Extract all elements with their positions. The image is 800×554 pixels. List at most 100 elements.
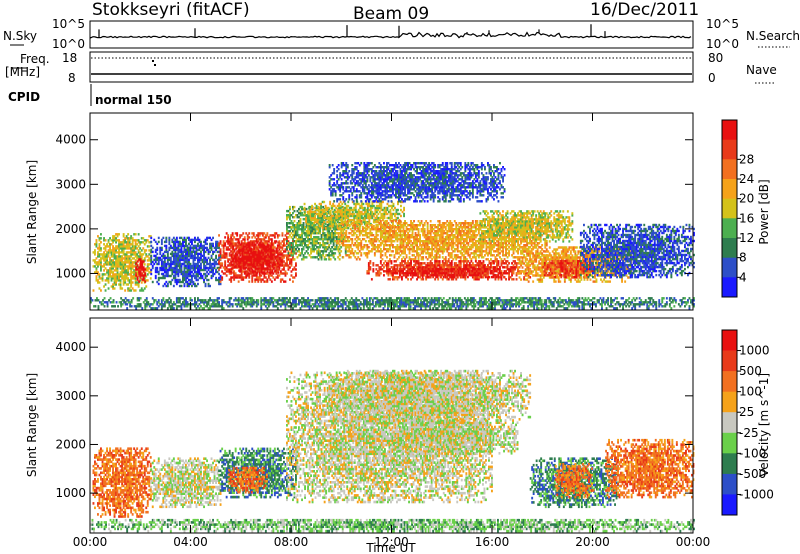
heatmap-cell [366, 216, 369, 220]
heatmap-cell [146, 255, 149, 258]
heatmap-cell [113, 283, 116, 286]
heatmap-cell [286, 240, 288, 243]
heatmap-cell [305, 244, 308, 247]
heatmap-cell [310, 205, 312, 209]
heatmap-cell [100, 249, 102, 252]
heatmap-cell [94, 259, 96, 262]
heatmap-cell [289, 266, 291, 269]
heatmap-cell [186, 256, 189, 260]
heatmap-cell [171, 250, 174, 254]
heatmap-cell [449, 200, 452, 203]
heatmap-cell [378, 188, 381, 191]
heatmap-cell [157, 276, 160, 280]
heatmap-cell [247, 241, 250, 244]
heatmap-cell [432, 162, 435, 165]
heatmap-cell [269, 249, 272, 252]
heatmap-cell [189, 268, 192, 272]
heatmap-cell [262, 249, 265, 252]
heatmap-cell [368, 204, 371, 208]
heatmap-cell [396, 180, 399, 183]
heatmap-cell [295, 268, 297, 271]
heatmap-cell [237, 276, 240, 279]
heatmap-cell [109, 243, 111, 246]
heatmap-cell [154, 276, 157, 280]
heatmap-cell [103, 265, 105, 268]
heatmap-cell [318, 206, 321, 210]
heatmap-cell [242, 255, 245, 258]
heatmap-cell [438, 188, 441, 191]
heatmap-cell [408, 196, 411, 199]
heatmap-cell [112, 271, 114, 274]
heatmap-cell [311, 212, 313, 216]
heatmap-cell [188, 236, 190, 240]
heatmap-cell [364, 176, 367, 179]
heatmap-cell [142, 274, 145, 277]
heatmap-cell [336, 220, 339, 224]
heatmap-cell [136, 253, 139, 256]
heatmap-cell [189, 252, 192, 256]
heatmap-cell [329, 242, 332, 245]
heatmap-cell [314, 214, 316, 218]
heatmap-cell [354, 204, 357, 208]
heatmap-cell [429, 176, 432, 179]
heatmap-cell [419, 178, 421, 181]
heatmap-cell [131, 281, 134, 284]
heatmap-cell [357, 210, 360, 214]
heatmap-cell [414, 198, 417, 201]
heatmap-cell [207, 248, 210, 252]
heatmap-cell [128, 257, 131, 260]
heatmap-cell [160, 258, 163, 262]
heatmap-cell [192, 268, 195, 272]
heatmap-cell [134, 251, 137, 254]
heatmap-cell [100, 263, 102, 266]
heatmap-cell [250, 263, 253, 266]
heatmap-cell [262, 261, 265, 264]
heatmap-cell [314, 224, 317, 227]
heatmap-cell [313, 238, 315, 241]
heatmap-cell [183, 248, 186, 252]
heatmap-cell [417, 194, 420, 197]
heatmap-cell [379, 188, 382, 191]
heatmap-cell [139, 243, 142, 246]
heatmap-cell [395, 170, 397, 173]
heatmap-cell [186, 252, 189, 256]
heatmap-cell [124, 267, 127, 270]
heatmap-cell [450, 184, 453, 187]
heatmap-cell [219, 264, 222, 267]
heatmap-cell [112, 245, 114, 248]
heatmap-cell [354, 206, 357, 210]
heatmap-cell [372, 214, 375, 218]
heatmap-cell [259, 255, 262, 258]
heatmap-cell [263, 280, 266, 283]
heatmap-cell [299, 244, 302, 247]
heatmap-cell [426, 200, 429, 203]
heatmap-cell [338, 236, 341, 239]
heatmap-cell [256, 257, 259, 260]
heatmap-cell [204, 274, 207, 278]
heatmap-cell [198, 244, 201, 248]
heatmap-cell [178, 250, 181, 254]
heatmap-cell [380, 206, 383, 210]
heatmap-cell [333, 168, 336, 171]
heatmap-cell [342, 188, 345, 191]
heatmap-cell [299, 224, 302, 227]
heatmap-cell [302, 224, 305, 227]
heatmap-cell [247, 265, 250, 268]
heatmap-cell [192, 280, 195, 284]
heatmap-cell [271, 269, 274, 272]
heatmap-cell [185, 280, 187, 284]
heatmap-cell [168, 280, 171, 284]
heatmap-cell [146, 245, 149, 248]
heatmap-cell [287, 246, 290, 249]
heatmap-cell [395, 196, 397, 199]
heatmap-cell [437, 196, 440, 199]
heatmap-cell [311, 226, 314, 229]
heatmap-cell [311, 244, 314, 247]
heatmap-cell [257, 234, 260, 237]
heatmap-cell [317, 230, 320, 233]
heatmap-cell [399, 200, 402, 203]
heatmap-cell [341, 212, 344, 216]
heatmap-cell [118, 239, 120, 242]
heatmap-cell [411, 176, 414, 179]
heatmap-cell [425, 174, 428, 177]
